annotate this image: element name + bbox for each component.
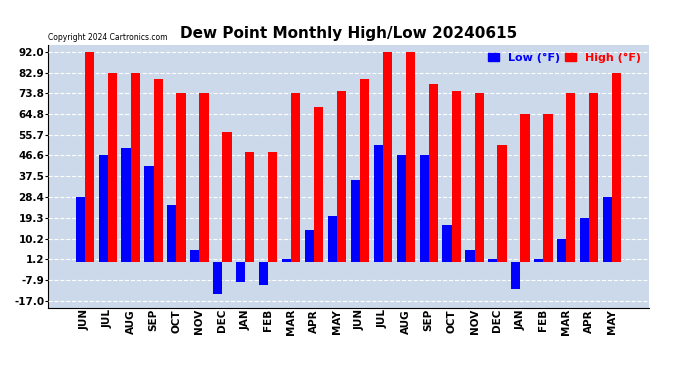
Bar [305,230,314,262]
Bar [85,52,94,262]
Bar [236,262,245,282]
Bar [177,93,186,262]
Bar [328,216,337,262]
Bar [76,197,85,262]
Bar [245,152,255,262]
Bar [397,156,406,262]
Bar [351,180,360,262]
Bar [222,132,232,262]
Bar [383,52,392,262]
Bar [475,93,484,262]
Bar [259,262,268,285]
Bar [603,197,612,262]
Bar [199,93,208,262]
Bar [268,152,277,262]
Bar [520,114,530,262]
Title: Dew Point Monthly High/Low 20240615: Dew Point Monthly High/Low 20240615 [180,26,517,41]
Bar [282,259,291,262]
Bar [144,166,154,262]
Bar [108,73,117,262]
Bar [543,114,553,262]
Bar [374,146,383,262]
Bar [337,91,346,262]
Bar [511,262,520,289]
Text: Copyright 2024 Cartronics.com: Copyright 2024 Cartronics.com [48,33,168,42]
Bar [291,93,300,262]
Bar [314,106,323,262]
Bar [465,251,475,262]
Bar [121,148,130,262]
Bar [589,93,598,262]
Bar [452,91,461,262]
Bar [406,52,415,262]
Bar [154,79,163,262]
Bar [566,93,575,262]
Bar [190,251,199,262]
Bar [428,84,438,262]
Bar [420,156,428,262]
Bar [360,79,369,262]
Legend: Low (°F), High (°F): Low (°F), High (°F) [486,51,643,65]
Bar [213,262,222,294]
Bar [442,225,452,262]
Bar [167,205,177,262]
Bar [130,73,140,262]
Bar [612,73,621,262]
Bar [99,156,108,262]
Bar [534,259,543,262]
Bar [557,238,566,262]
Bar [580,218,589,262]
Bar [489,259,497,262]
Bar [497,146,506,262]
